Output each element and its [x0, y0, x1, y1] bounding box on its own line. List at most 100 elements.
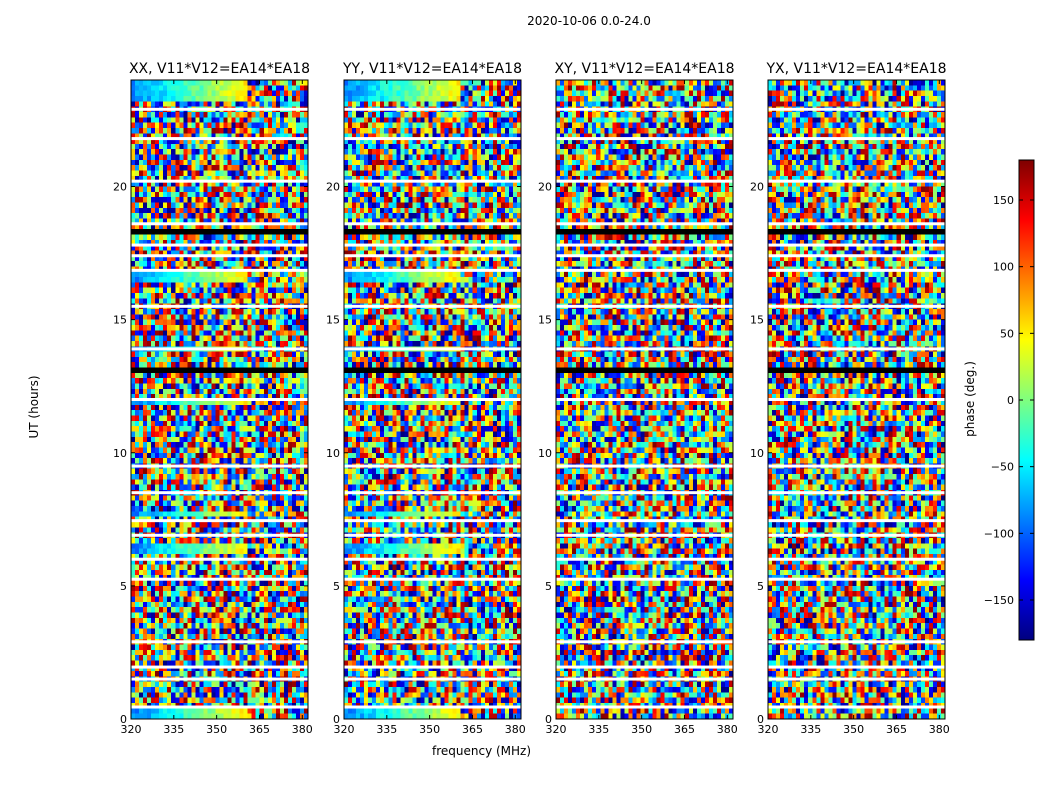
colorbar-tick-label: −150: [984, 594, 1014, 607]
blank-row-0: [768, 705, 945, 709]
blank-row-17: [131, 179, 308, 183]
x-tick-label: 320: [546, 723, 567, 736]
x-tick-label: 320: [758, 723, 779, 736]
y-tick-label: 15: [113, 314, 127, 327]
y-tick-label: 5: [757, 580, 764, 593]
blank-row-13: [131, 268, 308, 272]
x-tick-label: 335: [588, 723, 609, 736]
y-tick-label: 10: [750, 447, 764, 460]
y-tick-label: 5: [333, 580, 340, 593]
blank-row-7: [344, 519, 521, 523]
blank-row-18: [131, 137, 308, 141]
y-tick-label: 0: [545, 713, 552, 726]
blank-row-13: [768, 268, 945, 272]
blank-row-0: [344, 705, 521, 709]
blank-row-9: [556, 464, 733, 468]
x-tick-label: 365: [462, 723, 483, 736]
blank-row-2: [344, 665, 521, 669]
blank-row-16: [344, 222, 521, 226]
blank-row-14: [344, 254, 521, 258]
blank-row-10: [768, 398, 945, 401]
blank-row-14: [768, 254, 945, 258]
colorbar-tick-label: 150: [993, 194, 1014, 207]
panel-frame: [343, 79, 522, 720]
y-tick-label: 20: [113, 181, 127, 194]
blank-row-15: [131, 243, 308, 247]
y-tick-label: 10: [538, 447, 552, 460]
blank-row-5: [768, 557, 945, 561]
blank-row-17: [768, 179, 945, 183]
blank-row-10: [131, 398, 308, 401]
blank-row-3: [768, 640, 945, 644]
y-tick-label: 15: [326, 314, 340, 327]
panel-title: YY, V11*V12=EA14*EA18: [342, 61, 522, 77]
blank-row-14: [556, 254, 733, 258]
x-tick-label: 380: [717, 723, 738, 736]
blank-row-1: [344, 677, 521, 681]
blank-row-3: [556, 640, 733, 644]
blank-row-0: [556, 705, 733, 709]
blank-row-4: [131, 577, 308, 581]
y-tick-label: 5: [545, 580, 552, 593]
blank-row-17: [556, 179, 733, 183]
blank-row-18: [344, 137, 521, 141]
panel-frame: [555, 79, 734, 720]
colorbar-label: phase (deg.): [963, 361, 977, 437]
blank-row-7: [131, 519, 308, 523]
panel-frame: [767, 79, 946, 720]
blank-row-8: [556, 491, 733, 495]
blank-row-1: [131, 677, 308, 681]
blank-row-18: [556, 137, 733, 141]
panel-3: XY, V11*V12=EA14*EA18 320 335 350 365 380 0 5 10…: [538, 61, 738, 736]
blank-row-11: [556, 347, 733, 351]
x-tick-label: 320: [334, 723, 355, 736]
blank-row-8: [131, 491, 308, 495]
panel-frame: [130, 79, 309, 720]
colorbar: −150 −100 −50 0 50 100 150: [984, 159, 1035, 641]
x-tick-label: 365: [249, 723, 270, 736]
blank-row-13: [344, 268, 521, 272]
blank-row-11: [768, 347, 945, 351]
blank-row-6: [131, 533, 308, 537]
blank-row-14: [131, 254, 308, 258]
y-tick-label: 20: [326, 181, 340, 194]
blank-row-2: [131, 665, 308, 669]
blank-row-6: [768, 533, 945, 537]
blank-row-11: [344, 347, 521, 351]
panel-2: YY, V11*V12=EA14*EA18 320 335 350 365 380 0 5 10…: [326, 61, 526, 736]
y-tick-label: 10: [326, 447, 340, 460]
blank-row-5: [131, 557, 308, 561]
blank-row-19: [556, 107, 733, 111]
blank-row-19: [768, 107, 945, 111]
x-tick-label: 350: [419, 723, 440, 736]
x-axis-label: frequency (MHz): [432, 744, 532, 758]
x-tick-label: 350: [206, 723, 227, 736]
blank-row-2: [556, 665, 733, 669]
blank-row-9: [344, 464, 521, 468]
blank-row-6: [344, 533, 521, 537]
colorbar-tick-label: 0: [1007, 394, 1014, 407]
blank-row-6: [556, 533, 733, 537]
blank-row-8: [768, 491, 945, 495]
blank-row-3: [344, 640, 521, 644]
blank-row-9: [131, 464, 308, 468]
colorbar-tick-label: −50: [991, 461, 1014, 474]
x-tick-label: 380: [929, 723, 950, 736]
colorbar-tick-label: 50: [1000, 327, 1014, 340]
blank-row-18: [768, 137, 945, 141]
y-tick-label: 5: [120, 580, 127, 593]
x-tick-label: 350: [631, 723, 652, 736]
panel-title: YX, V11*V12=EA14*EA18: [765, 61, 946, 77]
blank-row-4: [768, 577, 945, 581]
blank-row-12: [768, 304, 945, 308]
y-tick-label: 15: [538, 314, 552, 327]
y-tick-label: 20: [538, 181, 552, 194]
x-tick-label: 380: [505, 723, 526, 736]
blank-row-15: [344, 243, 521, 247]
y-tick-label: 0: [333, 713, 340, 726]
blank-row-19: [344, 107, 521, 111]
blank-row-12: [556, 304, 733, 308]
blank-row-0: [131, 705, 308, 709]
